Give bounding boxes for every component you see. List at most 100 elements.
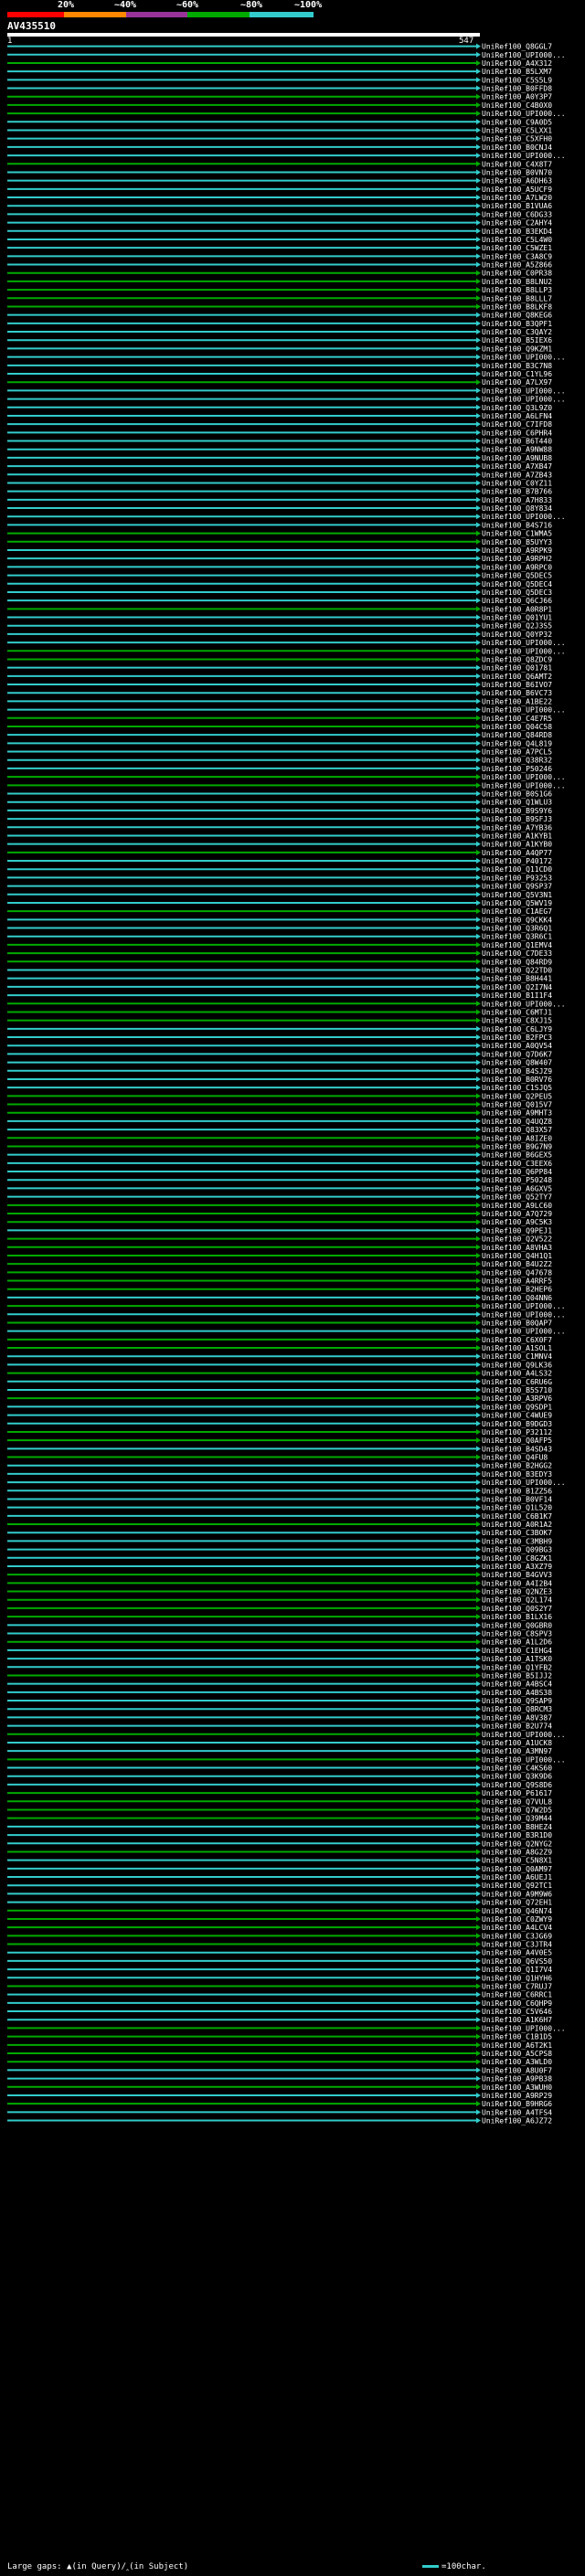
hit-label[interactable]: UniRef100_Q84RD9 bbox=[482, 958, 552, 966]
hit-label[interactable]: UniRef100_C4E7R5 bbox=[482, 715, 552, 723]
hit-label[interactable]: UniRef100_C1WMA5 bbox=[482, 530, 552, 538]
hit-label[interactable]: UniRef100_UPI000... bbox=[482, 647, 566, 655]
hit-label[interactable]: UniRef100_Q8W407 bbox=[482, 1059, 552, 1067]
hit-label[interactable]: UniRef100_A1BE22 bbox=[482, 697, 552, 705]
hit-label[interactable]: UniRef100_Q8RCM3 bbox=[482, 1705, 552, 1713]
hit-label[interactable]: UniRef100_Q0GBR0 bbox=[482, 1621, 552, 1629]
hit-label[interactable]: UniRef100_A6DH63 bbox=[482, 177, 552, 186]
hit-label[interactable]: UniRef100_B4SD43 bbox=[482, 1445, 552, 1453]
hit-label[interactable]: UniRef100_A0QV54 bbox=[482, 1042, 552, 1050]
hit-label[interactable]: UniRef100_B9G7N9 bbox=[482, 1142, 552, 1150]
hit-label[interactable]: UniRef100_Q9LK36 bbox=[482, 1361, 552, 1369]
hit-label[interactable]: UniRef100_Q52TY7 bbox=[482, 1193, 552, 1202]
hit-label[interactable]: UniRef100_C8GZK1 bbox=[482, 1554, 552, 1563]
hit-label[interactable]: UniRef100_C4B0X0 bbox=[482, 101, 552, 110]
hit-label[interactable]: UniRef100_A7LW20 bbox=[482, 194, 552, 202]
hit-label[interactable]: UniRef100_C3MBH9 bbox=[482, 1537, 552, 1545]
hit-label[interactable]: UniRef100_A6T2K1 bbox=[482, 2041, 552, 2050]
hit-label[interactable]: UniRef100_A6UEJ1 bbox=[482, 1873, 552, 1882]
hit-label[interactable]: UniRef100_A4BS38 bbox=[482, 1689, 552, 1697]
hit-label[interactable]: UniRef100_UPI000... bbox=[482, 1310, 566, 1319]
hit-label[interactable]: UniRef100_UPI000... bbox=[482, 1302, 566, 1310]
hit-label[interactable]: UniRef100_C4KS60 bbox=[482, 1765, 552, 1773]
hit-label[interactable]: UniRef100_C7DE33 bbox=[482, 949, 552, 958]
hit-label[interactable]: UniRef100_UPI000... bbox=[482, 1479, 566, 1487]
hit-label[interactable]: UniRef100_Q2NZE3 bbox=[482, 1588, 552, 1596]
hit-label[interactable]: UniRef100_A9NW88 bbox=[482, 446, 552, 454]
hit-label[interactable]: UniRef100_P93253 bbox=[482, 874, 552, 882]
hit-label[interactable]: UniRef100_Q6CJ66 bbox=[482, 597, 552, 605]
hit-label[interactable]: UniRef100_A3WUH0 bbox=[482, 2083, 552, 2092]
hit-label[interactable]: UniRef100_Q5WV19 bbox=[482, 899, 552, 907]
hit-label[interactable]: UniRef100_B6GEX5 bbox=[482, 1151, 552, 1160]
hit-label[interactable]: UniRef100_P32112 bbox=[482, 1428, 552, 1436]
hit-label[interactable]: UniRef100_A4LCV4 bbox=[482, 1924, 552, 1932]
hit-label[interactable]: UniRef100_C6X0F7 bbox=[482, 1336, 552, 1344]
hit-label[interactable]: UniRef100_P61617 bbox=[482, 1789, 552, 1797]
hit-label[interactable]: UniRef100_B3EDY3 bbox=[482, 1470, 552, 1479]
hit-label[interactable]: UniRef100_Q6VS50 bbox=[482, 1957, 552, 1966]
hit-label[interactable]: UniRef100_Q1I7V4 bbox=[482, 1966, 552, 1974]
hit-label[interactable]: UniRef100_C4X8T7 bbox=[482, 160, 552, 168]
hit-label[interactable]: UniRef100_C7IFD8 bbox=[482, 420, 552, 429]
hit-label[interactable]: UniRef100_A4LS32 bbox=[482, 1370, 552, 1378]
hit-label[interactable]: UniRef100_A9RP29 bbox=[482, 2092, 552, 2100]
hit-label[interactable]: UniRef100_A1KYB0 bbox=[482, 841, 552, 849]
hit-label[interactable]: UniRef100_B2U774 bbox=[482, 1723, 552, 1731]
hit-label[interactable]: UniRef100_Q0AM97 bbox=[482, 1865, 552, 1873]
hit-label[interactable]: UniRef100_P50246 bbox=[482, 765, 552, 773]
hit-label[interactable]: UniRef100_B0CNJ4 bbox=[482, 143, 552, 152]
hit-label[interactable]: UniRef100_B0VN70 bbox=[482, 168, 552, 176]
hit-label[interactable]: UniRef100_A0R8P1 bbox=[482, 605, 552, 613]
hit-label[interactable]: UniRef100_A1KYB1 bbox=[482, 832, 552, 840]
hit-label[interactable]: UniRef100_Q3K9D6 bbox=[482, 1773, 552, 1781]
hit-label[interactable]: UniRef100_A1UCK8 bbox=[482, 1739, 552, 1747]
hit-label[interactable]: UniRef100_Q4L819 bbox=[482, 739, 552, 747]
hit-label[interactable]: UniRef100_Q8ZDC9 bbox=[482, 655, 552, 663]
hit-label[interactable]: UniRef100_C3JTR4 bbox=[482, 1941, 552, 1949]
hit-label[interactable]: UniRef100_Q04C58 bbox=[482, 723, 552, 731]
hit-label[interactable]: UniRef100_Q7VUL8 bbox=[482, 1797, 552, 1806]
hit-label[interactable]: UniRef100_B7B766 bbox=[482, 488, 552, 496]
hit-label[interactable]: UniRef100_B8LKF8 bbox=[482, 302, 552, 311]
hit-label[interactable]: UniRef100_C5WZE1 bbox=[482, 244, 552, 252]
hit-label[interactable]: UniRef100_B2HGG2 bbox=[482, 1462, 552, 1470]
hit-label[interactable]: UniRef100_A5UCF9 bbox=[482, 186, 552, 194]
hit-label[interactable]: UniRef100_A6JZ72 bbox=[482, 2117, 552, 2125]
hit-label[interactable]: UniRef100_Q39M44 bbox=[482, 1815, 552, 1823]
hit-label[interactable]: UniRef100_A7LX97 bbox=[482, 378, 552, 387]
hit-label[interactable]: UniRef100_B8HEZ4 bbox=[482, 1823, 552, 1831]
hit-label[interactable]: UniRef100_A3XZ79 bbox=[482, 1563, 552, 1571]
hit-label[interactable]: UniRef100_A3WLD0 bbox=[482, 2058, 552, 2066]
hit-label[interactable]: UniRef100_B0VF14 bbox=[482, 1495, 552, 1503]
hit-label[interactable]: UniRef100_B2FPC3 bbox=[482, 1034, 552, 1042]
hit-label[interactable]: UniRef100_Q5DEC3 bbox=[482, 588, 552, 597]
hit-label[interactable]: UniRef100_Q9KZM1 bbox=[482, 345, 552, 353]
hit-label[interactable]: UniRef100_Q3R6Q1 bbox=[482, 925, 552, 933]
hit-label[interactable]: UniRef100_C6QHP9 bbox=[482, 1999, 552, 2008]
hit-label[interactable]: UniRef100_A5Z866 bbox=[482, 261, 552, 270]
hit-label[interactable]: UniRef100_A8U0F7 bbox=[482, 2066, 552, 2074]
hit-label[interactable]: UniRef100_UPI000... bbox=[482, 639, 566, 647]
hit-label[interactable]: UniRef100_Q4FU8 bbox=[482, 1454, 548, 1462]
hit-label[interactable]: UniRef100_Q6PP84 bbox=[482, 1168, 552, 1176]
hit-label[interactable]: UniRef100_B0QAP7 bbox=[482, 1319, 552, 1327]
hit-label[interactable]: UniRef100_B1I1F4 bbox=[482, 991, 552, 1000]
hit-label[interactable]: UniRef100_Q5DEC5 bbox=[482, 572, 552, 580]
hit-label[interactable]: UniRef100_C6RRC1 bbox=[482, 1991, 552, 1999]
hit-label[interactable]: UniRef100_Q015V7 bbox=[482, 1101, 552, 1109]
hit-label[interactable]: UniRef100_A4QP77 bbox=[482, 849, 552, 857]
hit-label[interactable]: UniRef100_B3C7N8 bbox=[482, 362, 552, 370]
hit-label[interactable]: UniRef100_B5IEX6 bbox=[482, 336, 552, 345]
hit-label[interactable]: UniRef100_Q9SP37 bbox=[482, 883, 552, 891]
hit-label[interactable]: UniRef100_A1SOL1 bbox=[482, 1344, 552, 1352]
hit-label[interactable]: UniRef100_B4SJZ9 bbox=[482, 1067, 552, 1076]
hit-label[interactable]: UniRef100_Q9CKK4 bbox=[482, 916, 552, 924]
hit-label[interactable]: UniRef100_Q5DEC4 bbox=[482, 580, 552, 588]
hit-label[interactable]: UniRef100_C5S5L9 bbox=[482, 76, 552, 84]
hit-label[interactable]: UniRef100_C1SJQ5 bbox=[482, 1084, 552, 1092]
hit-label[interactable]: UniRef100_Q2PEU5 bbox=[482, 1092, 552, 1100]
hit-label[interactable]: UniRef100_A9NUB8 bbox=[482, 454, 552, 462]
hit-label[interactable]: UniRef100_UPI000... bbox=[482, 781, 566, 790]
hit-label[interactable]: UniRef100_C8SPV3 bbox=[482, 1630, 552, 1638]
